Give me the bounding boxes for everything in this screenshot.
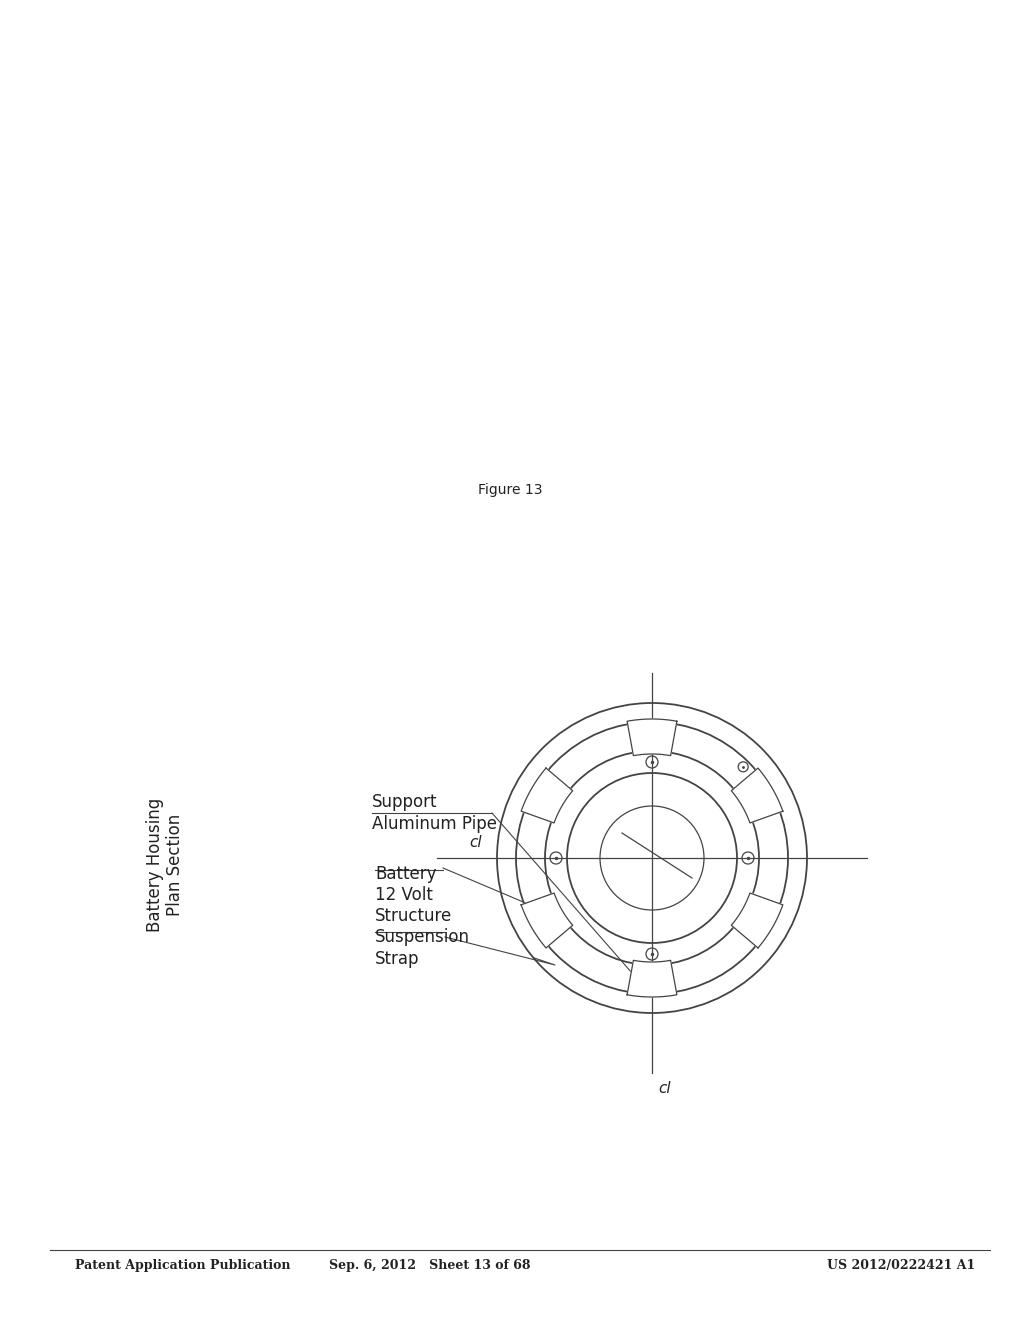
Text: cl: cl bbox=[658, 1081, 671, 1096]
Polygon shape bbox=[731, 894, 783, 948]
Polygon shape bbox=[731, 768, 783, 822]
Polygon shape bbox=[627, 719, 677, 755]
Polygon shape bbox=[521, 768, 572, 822]
Polygon shape bbox=[627, 961, 677, 997]
Text: Patent Application Publication: Patent Application Publication bbox=[75, 1258, 291, 1271]
Text: Aluminum Pipe: Aluminum Pipe bbox=[372, 814, 497, 833]
Text: cl: cl bbox=[469, 836, 482, 850]
Text: Sep. 6, 2012   Sheet 13 of 68: Sep. 6, 2012 Sheet 13 of 68 bbox=[330, 1258, 530, 1271]
Text: 12 Volt: 12 Volt bbox=[375, 886, 433, 904]
Text: Suspension: Suspension bbox=[375, 928, 470, 946]
Text: Support: Support bbox=[372, 793, 437, 810]
Text: US 2012/0222421 A1: US 2012/0222421 A1 bbox=[826, 1258, 975, 1271]
Text: Figure 13: Figure 13 bbox=[478, 483, 543, 498]
Text: Strap: Strap bbox=[375, 950, 420, 968]
Text: Structure: Structure bbox=[375, 907, 453, 925]
Polygon shape bbox=[521, 894, 572, 948]
Text: Battery Housing
Plan Section: Battery Housing Plan Section bbox=[145, 797, 184, 932]
Text: Battery: Battery bbox=[375, 865, 436, 883]
